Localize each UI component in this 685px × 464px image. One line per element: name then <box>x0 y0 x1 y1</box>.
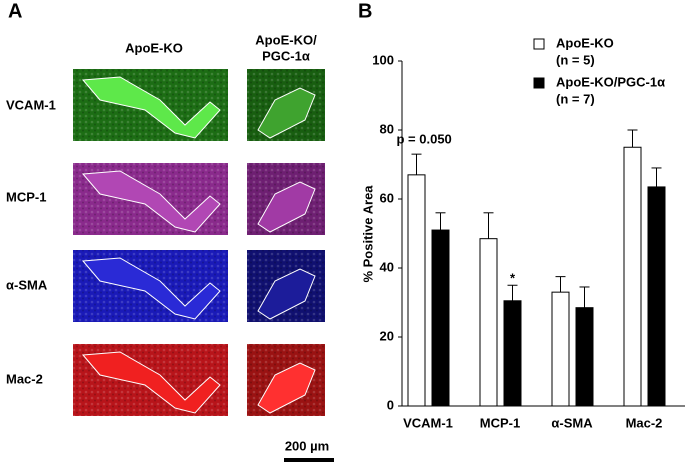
row-label: MCP-1 <box>6 189 46 204</box>
annotation: p = 0.050 <box>397 132 452 147</box>
x-tick-label: Mac-2 <box>626 415 663 430</box>
y-tick-label: 20 <box>380 328 394 343</box>
bar <box>575 307 594 407</box>
bar <box>407 174 426 407</box>
x-tick-label: α-SMA <box>551 415 593 430</box>
column-header: ApoE-KO/ <box>255 32 317 47</box>
y-axis-label: % Positive Area <box>360 185 375 283</box>
y-tick-label: 60 <box>380 190 394 205</box>
row-label: Mac-2 <box>6 371 43 386</box>
legend-swatch <box>533 38 545 50</box>
bar <box>623 146 642 407</box>
legend-label: ApoE-KO <box>556 35 614 50</box>
legend-label: (n = 7) <box>556 91 595 106</box>
micrographs <box>73 69 325 416</box>
legend-label: ApoE-KO/PGC-1α <box>556 74 665 89</box>
legend-label: (n = 5) <box>556 52 595 67</box>
panel-label: A <box>8 0 22 22</box>
legend-swatch <box>533 77 545 89</box>
scale-bar-label: 200 µm <box>285 438 329 453</box>
bar <box>503 300 522 407</box>
y-tick-label: 80 <box>380 121 394 136</box>
bar <box>551 291 570 407</box>
scale-bar <box>284 458 334 462</box>
column-header: PGC-1α <box>262 48 310 63</box>
row-label: α-SMA <box>6 277 48 292</box>
x-tick-label: VCAM-1 <box>403 415 453 430</box>
x-tick-label: MCP-1 <box>480 415 520 430</box>
bar <box>431 229 450 407</box>
y-tick-label: 100 <box>372 52 394 67</box>
y-tick-label: 40 <box>380 259 394 274</box>
bar <box>647 186 666 407</box>
column-header: ApoE-KO <box>125 40 183 55</box>
row-label: VCAM-1 <box>6 97 56 112</box>
bar <box>479 238 498 407</box>
annotation: * <box>510 271 516 286</box>
panel-label: B <box>358 0 372 22</box>
y-tick-label: 0 <box>387 397 394 412</box>
